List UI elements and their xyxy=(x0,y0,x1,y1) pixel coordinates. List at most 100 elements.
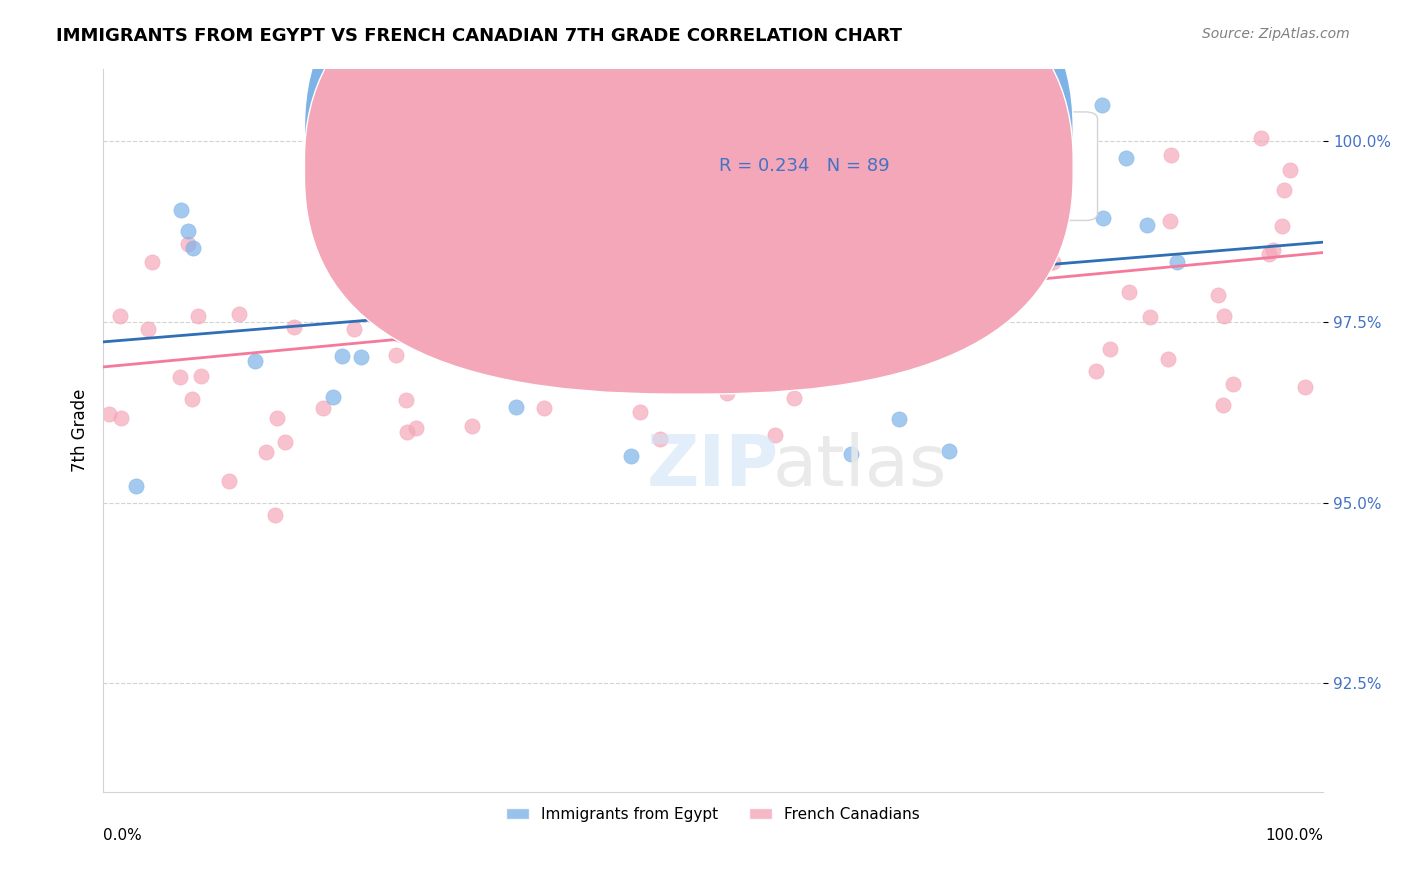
Point xyxy=(1258,247,1281,261)
Point xyxy=(485,249,508,263)
Point xyxy=(186,310,208,324)
Point xyxy=(1294,380,1316,394)
Point xyxy=(441,189,464,203)
FancyBboxPatch shape xyxy=(305,0,1073,394)
Text: 100.0%: 100.0% xyxy=(1265,828,1323,843)
Point xyxy=(763,428,786,442)
Legend: Immigrants from Egypt, French Canadians: Immigrants from Egypt, French Canadians xyxy=(501,800,927,828)
Point xyxy=(789,199,811,213)
Point xyxy=(387,257,409,271)
Point xyxy=(839,446,862,460)
Point xyxy=(98,408,121,422)
Point xyxy=(177,224,200,238)
Point xyxy=(510,350,533,364)
Point xyxy=(693,323,716,337)
Text: Source: ZipAtlas.com: Source: ZipAtlas.com xyxy=(1202,27,1350,41)
Point xyxy=(648,432,671,446)
Point xyxy=(592,275,614,289)
Text: atlas: atlas xyxy=(772,432,946,501)
Point xyxy=(515,280,537,294)
Point xyxy=(863,236,886,251)
Point xyxy=(783,391,806,405)
Point xyxy=(1213,310,1236,324)
Point xyxy=(974,320,997,334)
Point xyxy=(1272,183,1295,197)
Point xyxy=(1250,131,1272,145)
Point xyxy=(1222,376,1244,391)
Point xyxy=(373,148,395,162)
Point xyxy=(1036,257,1059,271)
Point xyxy=(681,279,703,293)
Point xyxy=(283,319,305,334)
Point xyxy=(697,330,720,344)
Point xyxy=(1166,254,1188,268)
Text: ZIP: ZIP xyxy=(647,432,779,501)
Point xyxy=(391,168,413,182)
Point xyxy=(405,420,427,434)
Text: 0.0%: 0.0% xyxy=(103,828,142,843)
Point xyxy=(108,309,131,323)
Point xyxy=(963,301,986,316)
Point xyxy=(963,120,986,135)
Text: IMMIGRANTS FROM EGYPT VS FRENCH CANADIAN 7TH GRADE CORRELATION CHART: IMMIGRANTS FROM EGYPT VS FRENCH CANADIAN… xyxy=(56,27,903,45)
Point xyxy=(654,372,676,386)
Point xyxy=(492,222,515,236)
Point xyxy=(1206,288,1229,302)
Point xyxy=(832,364,855,378)
Point xyxy=(1263,243,1285,257)
Point xyxy=(498,247,520,261)
Point xyxy=(704,226,727,240)
Point xyxy=(311,401,333,415)
Point xyxy=(110,410,132,425)
Point xyxy=(1091,97,1114,112)
Point xyxy=(1118,285,1140,300)
Point xyxy=(938,444,960,458)
Point xyxy=(1098,342,1121,356)
Point xyxy=(1004,144,1026,158)
Point xyxy=(686,149,709,163)
Point xyxy=(1271,219,1294,233)
Point xyxy=(254,445,277,459)
Point xyxy=(918,244,941,258)
Point xyxy=(412,298,434,312)
Point xyxy=(1157,352,1180,367)
Text: R = 0.468   N = 41: R = 0.468 N = 41 xyxy=(720,125,890,143)
Point xyxy=(669,361,692,376)
Point xyxy=(243,354,266,368)
Point xyxy=(716,386,738,401)
Point xyxy=(889,411,911,425)
Point xyxy=(754,169,776,184)
Point xyxy=(385,348,408,362)
Point xyxy=(1136,218,1159,232)
Point xyxy=(218,475,240,489)
Point xyxy=(1115,151,1137,165)
Point xyxy=(350,351,373,365)
Point xyxy=(505,400,527,414)
Point xyxy=(942,326,965,341)
Point xyxy=(343,321,366,335)
Point xyxy=(976,179,998,194)
Point xyxy=(141,255,163,269)
Point xyxy=(896,264,918,278)
Point xyxy=(576,341,599,355)
Text: R = 0.234   N = 89: R = 0.234 N = 89 xyxy=(720,157,890,175)
Point xyxy=(387,326,409,341)
Point xyxy=(619,449,641,463)
Point xyxy=(409,330,432,344)
Point xyxy=(263,508,285,522)
Point xyxy=(274,434,297,449)
Point xyxy=(591,296,613,310)
Point xyxy=(434,322,457,336)
Point xyxy=(949,332,972,346)
Point xyxy=(609,372,631,386)
Point xyxy=(520,320,543,334)
Point xyxy=(330,186,353,200)
Point xyxy=(1159,214,1181,228)
Point xyxy=(723,240,745,254)
Point xyxy=(1012,178,1035,193)
Point xyxy=(181,241,204,255)
Point xyxy=(533,401,555,415)
Point xyxy=(266,410,288,425)
Point xyxy=(330,349,353,363)
Point xyxy=(363,235,385,250)
